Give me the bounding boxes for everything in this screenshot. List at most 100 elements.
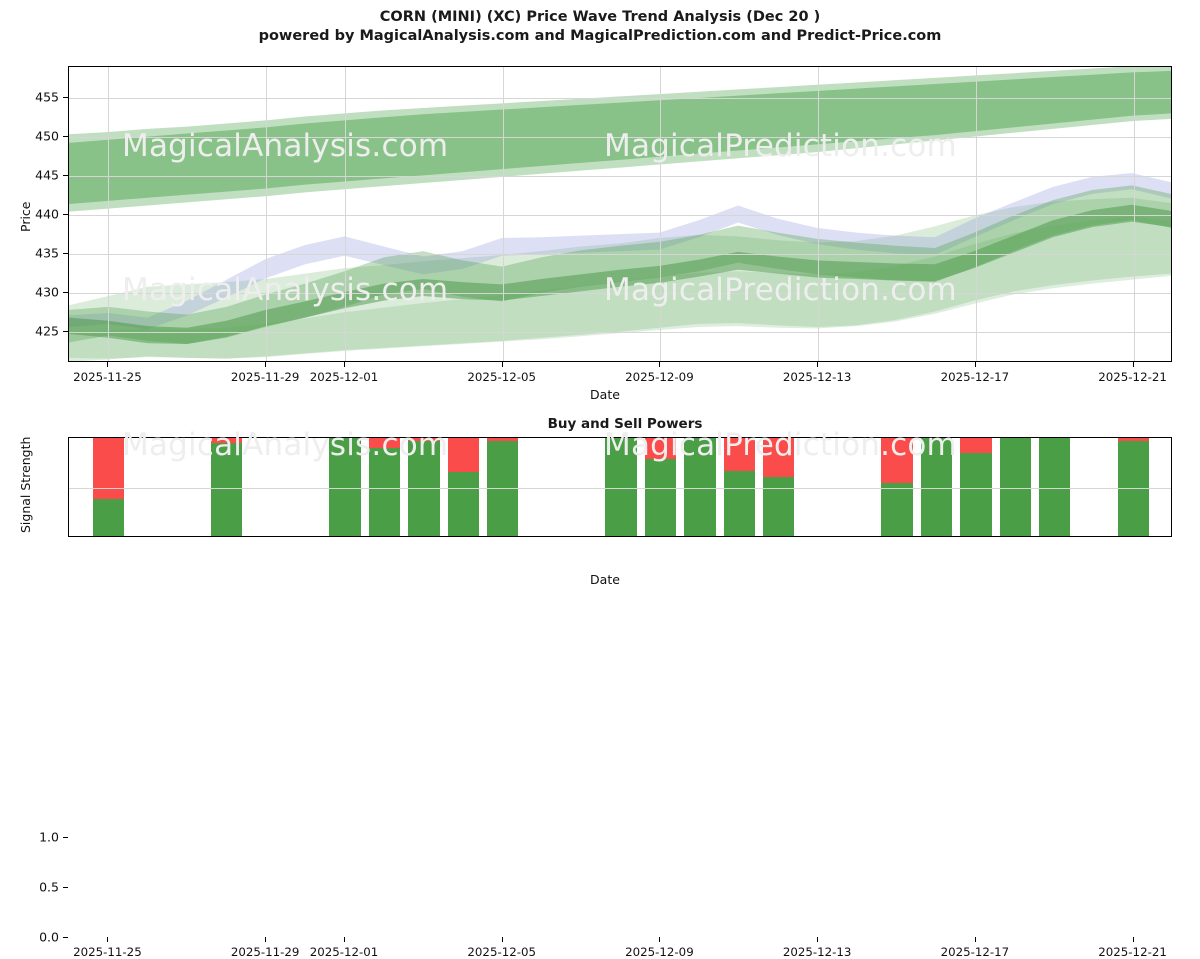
buy-sell-x-tick-label: 2025-12-09 [625,945,694,959]
sell-power-bar[interactable] [92,438,125,499]
price-x-tickmark [265,362,267,367]
buy-sell-y-tick-label: 0.5 [39,879,59,895]
buy-sell-panel: Buy and Sell Powers 0.0 0.5 1.0 2025-11-25… [0,400,1200,959]
price-y-tick-label: 445 [35,167,59,183]
buy-power-bar[interactable] [605,438,637,536]
buy-power-bar[interactable] [723,471,756,536]
price-gridline-h [69,98,1171,100]
price-x-tick-label: 2025-11-29 [230,370,300,384]
buy-sell-x-tickmark [817,937,819,942]
buy-sell-title: Buy and Sell Powers [547,416,703,432]
price-y-tickmark [63,291,68,293]
buy-power-bar[interactable] [644,459,677,536]
price-y-axis-label: Price [18,201,33,233]
buy-power-bar[interactable] [920,438,953,536]
buy-sell-x-tickmark [344,937,345,942]
sell-power-bar[interactable] [762,438,795,477]
chart-title-block: CORN (MINI) (XC) Price Wave Trend Analys… [0,8,1200,46]
price-x-tick-label: 2025-12-01 [309,370,379,384]
buy-sell-y-tick-label: 1.0 [39,829,59,845]
price-gridline-v [345,67,346,361]
price-y-tick-label: 430 [35,284,59,300]
buy-power-bar[interactable] [408,441,440,536]
buy-sell-plot-area [68,437,1172,537]
buy-sell-x-tickmark [265,937,267,942]
price-gridline-h [69,292,1171,294]
buy-power-bar[interactable] [210,443,243,536]
buy-sell-x-tick-label: 2025-11-25 [73,945,142,959]
buy-sell-x-tick-label: 2025-12-21 [1098,945,1167,959]
price-gridline-h [69,253,1171,255]
buy-power-bar[interactable] [999,438,1032,536]
buy-sell-x-tick-label: 2025-11-29 [230,945,300,959]
wave-band-wave-band-blue-upper [69,172,1171,330]
buy-power-bar[interactable] [881,483,913,536]
price-x-tick-label: 2025-12-13 [782,370,852,384]
price-y-tickmark [63,97,68,99]
price-y-tickmark [63,214,68,215]
price-gridline-h [69,331,1171,333]
price-x-tick-label: 2025-12-17 [940,370,1010,384]
buy-power-bar[interactable] [1038,438,1071,536]
price-gridline-v [975,67,977,361]
sell-power-bar[interactable] [881,438,913,483]
price-gridline-h [69,176,1171,178]
sell-power-bar[interactable] [486,438,519,441]
sell-power-bar[interactable] [447,438,480,472]
price-x-tickmark [659,362,661,367]
wave-band-wave-band-core [69,204,1171,344]
price-y-tick-label: 425 [35,323,59,339]
buy-sell-x-tick-label: 2025-12-01 [309,945,379,959]
buy-power-bar[interactable] [447,472,480,536]
sell-power-bar[interactable] [1117,438,1150,441]
buy-power-bar[interactable] [1117,441,1150,536]
price-y-tick-label: 455 [35,89,59,105]
buy-power-bar[interactable] [486,441,519,536]
price-gridline-v [502,67,504,361]
buy-sell-x-tickmark [659,937,661,942]
price-gridline-h [69,137,1171,139]
buy-sell-y-axis-label: Signal Strength [18,436,33,533]
sell-power-bar[interactable] [960,438,992,453]
price-y-tickmark [63,136,68,138]
buy-sell-x-tickmark [974,937,976,942]
sell-power-bar[interactable] [644,438,677,459]
price-chart-panel: 425 430 435 440 445 450 455 2025-11-25 2025-11-… [0,0,1200,402]
price-x-axis-label: Date [590,387,620,402]
price-y-tick-label: 440 [35,206,59,222]
price-wave-bands [69,67,1171,361]
sell-power-bar[interactable] [723,438,756,471]
price-x-tick-label: 2025-12-09 [625,370,694,384]
buy-sell-x-axis-label: Date [590,572,620,587]
sell-power-bar[interactable] [368,438,401,448]
buy-sell-x-tickmark [1132,937,1134,942]
price-x-tick-label: 2025-12-21 [1098,370,1167,384]
sell-power-bar[interactable] [408,438,440,441]
wave-band-wave-band-lower-support [69,216,1171,359]
price-y-tickmark [63,175,68,177]
buy-sell-x-tickmark [501,937,503,942]
price-plot-area [68,66,1172,362]
price-y-tick-label: 450 [35,128,59,144]
sell-power-bar[interactable] [210,438,243,443]
buy-power-bar[interactable] [92,499,125,536]
buy-sell-gridline-h [69,488,1171,489]
price-x-tickmark [1132,362,1134,367]
buy-power-bar[interactable] [762,477,795,536]
price-gridline-v [660,67,662,361]
buy-power-bar[interactable] [960,453,992,536]
price-gridline-h [69,215,1171,216]
price-y-tick-label: 435 [35,245,59,261]
price-gridline-v [266,67,268,361]
price-gridline-v [108,67,110,361]
buy-power-bar[interactable] [329,438,361,536]
buy-power-bar[interactable] [684,438,716,536]
price-gridline-v [1133,67,1135,361]
buy-sell-x-tickmark [107,937,109,942]
price-x-tickmark [974,362,976,367]
buy-sell-y-tickmark [63,887,68,888]
buy-sell-y-tickmark [63,937,68,938]
page-subtitle: powered by MagicalAnalysis.com and Magic… [258,28,942,44]
buy-power-bar[interactable] [368,448,401,536]
